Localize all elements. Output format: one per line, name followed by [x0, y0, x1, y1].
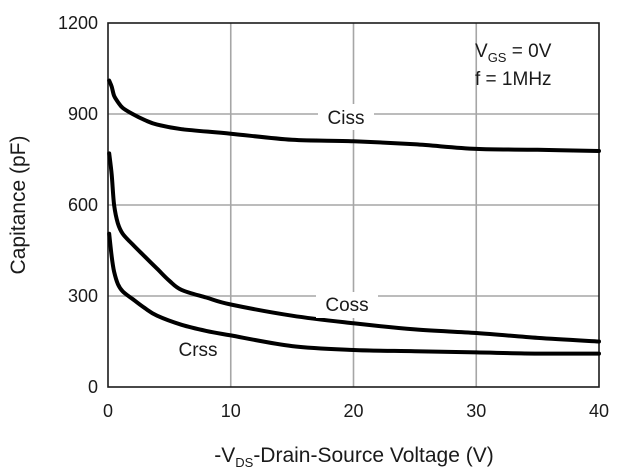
x-tick-label: 20 — [343, 401, 363, 421]
y-tick-label: 900 — [68, 104, 98, 124]
ciss-label-bg — [318, 104, 374, 130]
plot-frame — [107, 22, 600, 388]
y-tick-label: 0 — [88, 377, 98, 397]
x-axis-title: -VDS-Drain-Source Voltage (V) — [214, 444, 494, 470]
series-line-coss — [107, 151, 601, 344]
crss-label: Crss — [178, 340, 217, 361]
series-line-ciss — [107, 78, 601, 153]
condition-frequency: f = 1MHz — [475, 69, 552, 90]
condition-vgs: VGS = 0V — [475, 41, 552, 65]
coss-label: Coss — [325, 295, 368, 316]
series-curves — [107, 78, 601, 356]
x-tick-label: 10 — [221, 401, 241, 421]
y-axis-title: Capitance (pF) — [7, 136, 30, 275]
series-line-crss — [107, 231, 601, 356]
coss-label-bg — [316, 292, 378, 318]
ciss-label: Ciss — [328, 108, 365, 129]
x-tick-label: 40 — [589, 401, 609, 421]
y-tick-label: 300 — [68, 286, 98, 306]
y-tick-label: 600 — [68, 195, 98, 215]
y-tick-label: 1200 — [58, 13, 98, 33]
x-tick-label: 0 — [103, 401, 113, 421]
x-tick-label: 30 — [466, 401, 486, 421]
tick-labels: 0 10 20 30 40 0 300 600 900 1200 — [58, 13, 609, 421]
